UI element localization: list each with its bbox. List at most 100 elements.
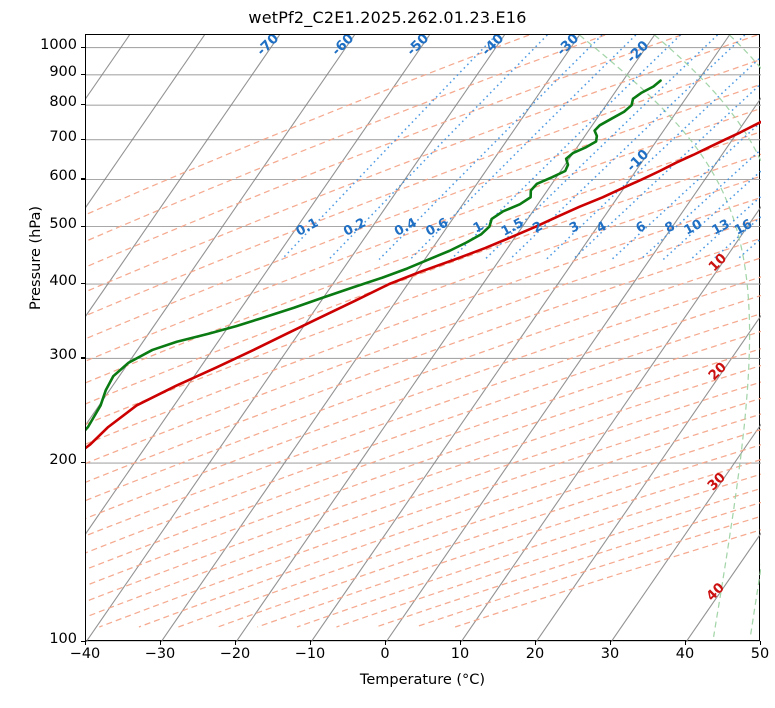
page-title: wetPf2_C2E1.2025.262.01.23.E16 <box>248 8 527 27</box>
y-tick-label: 1000 <box>40 36 77 53</box>
x-tick-mark <box>235 641 237 645</box>
dry-adiabat <box>86 35 530 216</box>
y-tick-label: 400 <box>49 273 77 290</box>
dry-adiabat <box>296 473 761 628</box>
dry-adiabat <box>86 153 761 405</box>
isotherm-line <box>685 532 761 642</box>
dry-adiabat <box>178 428 761 628</box>
y-tick-label: 700 <box>49 128 77 145</box>
y-tick-mark <box>81 73 85 76</box>
mixing-ratio-line <box>545 56 761 261</box>
dry-adiabat <box>86 131 761 384</box>
mixing-ratio-label: 0.2 <box>341 216 368 240</box>
y-tick-mark <box>81 138 85 140</box>
isotherm-label: -60 <box>329 35 358 59</box>
y-tick-mark <box>81 104 85 106</box>
dry-adiabat <box>257 458 761 628</box>
dry-adiabat <box>86 364 761 603</box>
isotherm-label-warm: 40 <box>703 580 728 605</box>
x-tick-label: 10 <box>450 646 470 662</box>
mixing-ratio-label: 1.5 <box>499 216 526 240</box>
y-tick-label: 600 <box>49 168 77 185</box>
y-tick-label: 100 <box>49 631 77 647</box>
dry-adiabat <box>86 347 761 587</box>
dry-adiabat <box>99 397 761 628</box>
dry-adiabat <box>86 294 761 537</box>
dry-adiabat <box>86 313 761 554</box>
isotherm-line <box>235 35 655 642</box>
dry-adiabat <box>86 35 758 293</box>
y-axis-label: Pressure (hPa) <box>28 206 44 311</box>
dry-adiabat <box>86 35 606 242</box>
dry-adiabat <box>86 83 761 340</box>
x-tick-mark <box>85 641 87 645</box>
x-tick-label: −40 <box>69 646 101 662</box>
y-tick-mark <box>81 46 85 48</box>
isotherm-line <box>535 314 761 642</box>
mixing-ratio-line <box>378 35 603 261</box>
x-axis-label: Temperature (°C) <box>359 672 486 688</box>
dry-adiabat <box>86 58 761 317</box>
isotherm-line <box>86 35 355 426</box>
dewpoint-curve <box>86 79 662 432</box>
y-tick-mark <box>81 283 85 285</box>
isotherm-line <box>460 205 761 642</box>
x-tick-mark <box>685 641 687 645</box>
dry-adiabat <box>86 257 761 502</box>
y-tick-label: 200 <box>49 452 77 469</box>
x-tick-label: −30 <box>144 646 176 662</box>
dry-adiabat <box>336 487 761 628</box>
mixing-ratio-line <box>639 148 761 261</box>
isotherm-label: -70 <box>254 35 283 59</box>
x-tick-mark <box>760 641 762 645</box>
mixing-ratio-label: 2 <box>530 219 545 236</box>
mixing-ratio-line <box>572 82 761 261</box>
isotherm-line <box>86 35 430 535</box>
dry-adiabat <box>217 444 761 628</box>
x-tick-label: 50 <box>750 646 770 662</box>
y-tick-mark <box>81 357 85 359</box>
x-tick-mark <box>385 641 387 645</box>
moist-adiabat <box>579 35 751 638</box>
mixing-ratio-label: 13 <box>710 217 733 239</box>
x-tick-label: −20 <box>219 646 251 662</box>
dry-adiabat <box>86 175 761 425</box>
y-tick-mark <box>81 178 85 180</box>
x-tick-mark <box>160 641 162 645</box>
dry-adiabat <box>86 107 761 362</box>
dry-adiabat <box>86 276 761 519</box>
x-tick-label: −10 <box>294 646 326 662</box>
mixing-ratio-line <box>450 35 681 261</box>
mixing-ratio-line <box>409 35 637 261</box>
isotherm-label: -50 <box>404 35 433 59</box>
dry-adiabat <box>86 217 761 464</box>
mixing-ratio-label: 0.1 <box>294 216 321 240</box>
dry-adiabat <box>415 515 761 628</box>
isotherm-line <box>86 35 280 317</box>
isotherm-line <box>86 35 130 100</box>
isotherm-line <box>86 35 205 208</box>
x-tick-label: 30 <box>600 646 620 662</box>
mixing-ratio-line <box>484 35 719 261</box>
isotherm-label: -30 <box>554 35 583 59</box>
temperature-curve <box>86 120 761 450</box>
dry-adiabat <box>454 529 761 628</box>
isotherm-line <box>160 35 580 642</box>
isotherm-label: -40 <box>479 35 508 59</box>
y-tick-mark <box>81 641 85 643</box>
y-tick-label: 900 <box>49 63 77 80</box>
isotherm-label-warm: 20 <box>705 359 730 384</box>
x-tick-mark <box>610 641 612 645</box>
mixing-ratio-label: 0.4 <box>392 216 419 240</box>
x-tick-mark <box>535 641 537 645</box>
y-tick-label: 800 <box>49 94 77 111</box>
isotherm-label-warm: 10 <box>705 250 730 275</box>
plot-area: -70 -60 -50 -40 -30 -20 -10 10 20 30 40 0.1 0.2 0.4 0.… <box>85 34 761 642</box>
dry-adiabat <box>86 196 761 445</box>
mixing-ratio-label: 0.6 <box>423 216 450 240</box>
y-tick-label: 300 <box>49 347 77 364</box>
x-tick-label: 40 <box>675 646 695 662</box>
mixing-ratio-line <box>281 35 497 261</box>
